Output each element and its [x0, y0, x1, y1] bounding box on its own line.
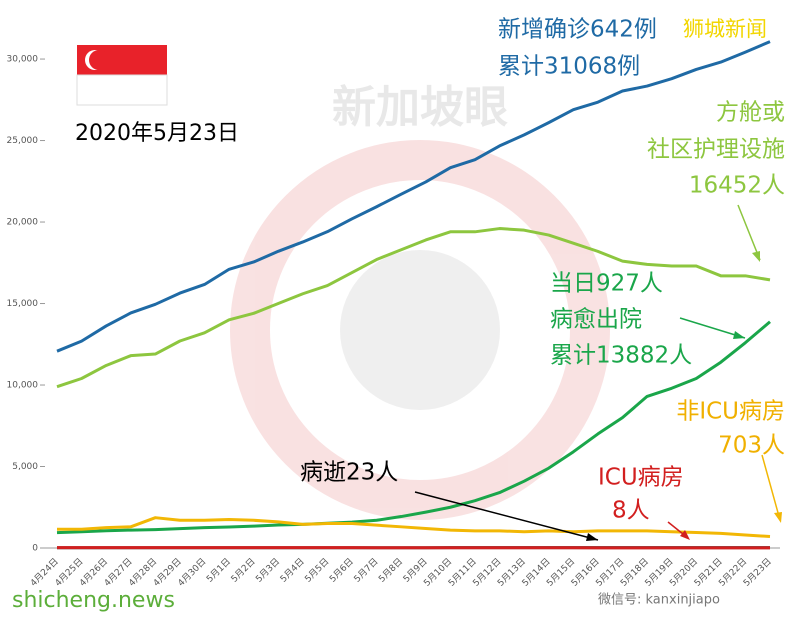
annotation: 病愈出院: [550, 307, 642, 333]
annotation: 当日927人: [550, 271, 663, 297]
series-line: [56, 40, 771, 353]
annotation: 703人: [718, 433, 785, 459]
annotation: 病逝23人: [300, 460, 398, 486]
annotations: 新增确诊642例 狮城新闻 累计31068例 方舱或 社区护理设施 16452人…: [300, 17, 785, 524]
x-tick-label: 5月1日: [204, 556, 233, 585]
watermark: 新加坡眼: [230, 82, 610, 520]
y-tick-label: 5,000: [12, 462, 38, 472]
annotation: 非ICU病房: [676, 399, 785, 425]
x-tick-label: 5月6日: [327, 556, 356, 585]
annotation: 8人: [612, 498, 650, 524]
y-tick-label: 20,000: [7, 218, 39, 228]
y-tick-label: 10,000: [7, 381, 39, 391]
series-line: [56, 320, 771, 535]
x-tick-label: 5月8日: [376, 556, 405, 585]
arrows: [414, 204, 782, 541]
annotation: 16452人: [689, 173, 785, 199]
y-tick-label: 15,000: [7, 299, 39, 309]
y-tick-label: 30,000: [7, 55, 39, 65]
wechat: 微信号: kanxinjiapo: [598, 593, 720, 608]
x-tick-label: 5月4日: [278, 556, 307, 585]
x-tick-label: 5月2日: [229, 556, 258, 585]
x-tick-label: 5月5日: [303, 556, 332, 585]
date: 2020年5月23日: [75, 121, 239, 146]
annotation: 新增确诊642例: [498, 17, 657, 43]
annotation: ICU病房: [598, 465, 684, 491]
series-line: [57, 516, 771, 539]
flag: [76, 45, 168, 106]
y-tick-label: 0: [32, 544, 38, 554]
annotation: 累计13882人: [550, 343, 692, 369]
watermark-text: 新加坡眼: [332, 82, 508, 133]
annotation: 方舱或: [716, 100, 785, 126]
series-line: [56, 227, 771, 389]
annotation: 社区护理设施: [647, 137, 785, 163]
annotation: 狮城新闻: [683, 17, 767, 41]
source: shicheng.news: [12, 588, 175, 613]
x-tick-label: 5月3日: [254, 556, 283, 585]
x-tick-label: 5月7日: [352, 556, 381, 585]
annotation: 累计31068例: [498, 54, 640, 80]
y-tick-label: 25,000: [7, 136, 39, 146]
